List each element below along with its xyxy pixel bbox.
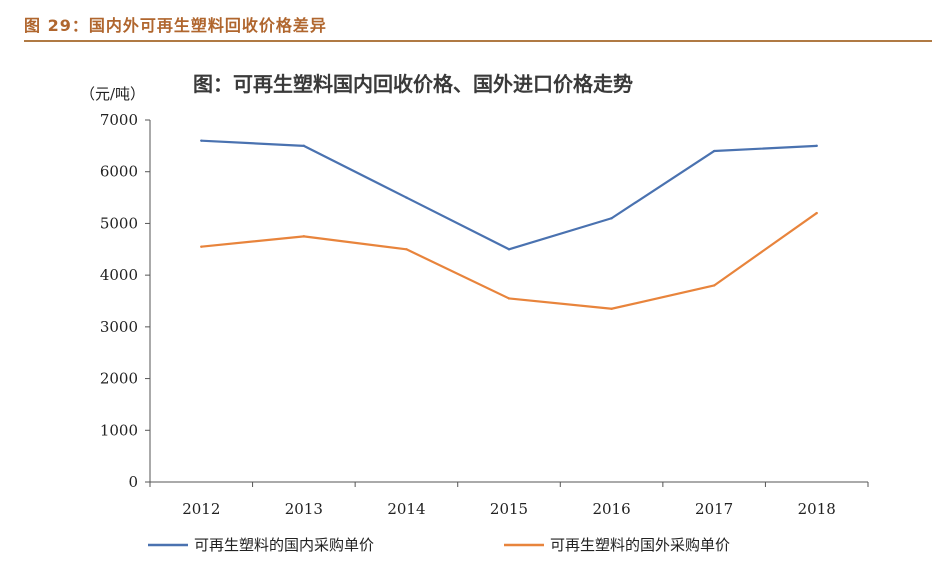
series-line-1 [201, 139, 817, 251]
x-tick-label: 2012 [182, 500, 220, 518]
figure-caption: 图 29：国内外可再生塑料回收价格差异 [24, 16, 327, 35]
y-tick-label: 2000 [100, 370, 138, 388]
chart-title: 图：可再生塑料国内回收价格、国外进口价格走势 [193, 72, 633, 96]
series-2-point [405, 248, 408, 251]
x-tick-label: 2015 [490, 500, 528, 518]
y-tick-label: 7000 [100, 111, 138, 129]
series-1-point [815, 144, 818, 148]
series-1-point [302, 144, 306, 148]
series-1-point [610, 217, 613, 220]
series-1-point [405, 196, 408, 199]
y-tick-label: 3000 [100, 318, 138, 336]
y-tick-label: 1000 [100, 421, 138, 439]
x-tick-label: 2018 [798, 500, 836, 518]
y-tick-label: 0 [128, 473, 138, 491]
legend: 可再生塑料的国内采购单价 可再生塑料的国外采购单价 [148, 536, 730, 554]
series-2-point [507, 297, 511, 300]
series-1-point [507, 248, 511, 251]
y-tick-label: 5000 [100, 214, 138, 232]
series-2-point [815, 211, 818, 215]
y-tick-label: 6000 [100, 163, 138, 181]
x-tick-label: 2016 [592, 500, 630, 518]
legend-label-1: 可再生塑料的国内采购单价 [194, 536, 374, 554]
series-line-2 [201, 212, 818, 310]
x-tick-label: 2014 [387, 500, 425, 518]
series-1-point [200, 139, 203, 142]
series-2-point [302, 235, 306, 238]
series-2-point [200, 245, 203, 248]
series-layer [200, 139, 818, 310]
series-2-point [712, 284, 716, 287]
x-tick-label: 2017 [695, 500, 733, 518]
series-1-point [712, 149, 716, 153]
y-tick-label: 4000 [100, 266, 138, 284]
figure-header: 图 29：国内外可再生塑料回收价格差异 [24, 6, 932, 42]
x-tick-label: 2013 [285, 500, 323, 518]
axes: 0 1000 2000 3000 4000 5000 6000 7000 2012 2013 201… [100, 111, 869, 518]
legend-label-2: 可再生塑料的国外采购单价 [550, 536, 730, 554]
series-2-point [610, 307, 613, 310]
y-axis-unit-label: （元/吨） [80, 85, 145, 103]
